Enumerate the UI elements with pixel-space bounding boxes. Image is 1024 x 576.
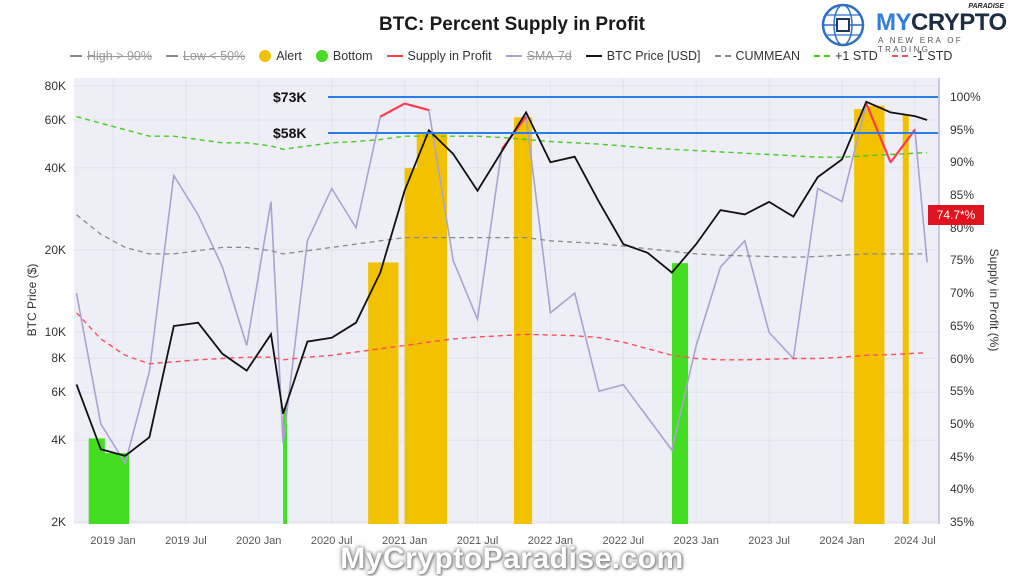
x-tick-label: 2019 Jan <box>90 535 136 547</box>
red-line-swatch-icon <box>386 55 403 57</box>
price-level-58k-label: $58K <box>273 125 307 141</box>
left-tick-label: 2K <box>51 515 66 529</box>
alert-bottom-bands <box>88 105 909 525</box>
logo-tagline: A NEW ERA OF TRADING <box>878 36 963 54</box>
current-value-badge: 74.7*% <box>928 205 984 225</box>
left-tick-label: 6K <box>51 385 66 400</box>
legend-label: SMA-7d <box>526 49 572 63</box>
green-dot-icon <box>315 50 328 62</box>
legend-label: CUMMEAN <box>735 49 801 63</box>
price-level-73k-label: $73K <box>273 89 307 105</box>
legend-item-alert[interactable]: Alert <box>259 49 302 63</box>
legend-label: -1 STD <box>912 49 953 63</box>
right-axis-label: Supply in Profit (%) <box>987 248 1001 352</box>
legend-label: Alert <box>276 49 302 63</box>
brand-logo: PARADISE MYCRYPTO A NEW ERA OF TRADING <box>818 2 1018 54</box>
gray-dash-swatch-icon <box>714 55 731 57</box>
logo-wordmark: MYCRYPTO <box>876 9 1007 37</box>
black-line-swatch-icon <box>585 55 602 57</box>
right-tick-label: 45% <box>950 449 975 464</box>
x-tick-label: 2023 Jul <box>748 535 790 547</box>
legend-label: Low < 50% <box>182 49 246 63</box>
purple-line-swatch-icon <box>505 55 522 57</box>
left-tick-label: 60K <box>44 113 66 127</box>
legend-item-plus-1-std[interactable]: +1 STD <box>814 49 878 63</box>
yellow-dot-icon <box>259 50 272 62</box>
legend-item-bottom[interactable]: Bottom <box>315 49 373 63</box>
chart-legend: High > 90% Low < 50% Alert Bottom Supply… <box>70 49 970 63</box>
globe-circuit-icon <box>821 3 865 47</box>
right-tick-label: 50% <box>950 416 975 431</box>
left-tick-label: 40K <box>44 160 66 175</box>
legend-label: +1 STD <box>835 49 878 63</box>
green-dash-swatch-icon <box>814 55 831 57</box>
right-tick-label: 70% <box>950 286 975 301</box>
legend-item-supply-in-profit[interactable]: Supply in Profit <box>386 49 492 63</box>
left-tick-label: 10K <box>44 324 66 339</box>
right-tick-label: 65% <box>950 318 975 333</box>
right-tick-label: 85% <box>950 188 975 203</box>
legend-label: Bottom <box>332 49 373 63</box>
right-tick-label: 95% <box>950 122 975 137</box>
legend-item-btc-price[interactable]: BTC Price [USD] <box>585 49 701 63</box>
legend-label: BTC Price [USD] <box>606 49 701 63</box>
legend-item-cummean[interactable]: CUMMEAN <box>714 49 801 63</box>
gridlines <box>74 78 938 524</box>
x-tick-label: 2021 Jul <box>456 535 499 547</box>
price-level-lines <box>328 96 938 134</box>
x-tick-label: 2022 Jul <box>602 535 645 547</box>
legend-item-minus-1-std[interactable]: -1 STD <box>891 49 953 63</box>
plot-background <box>74 78 938 524</box>
x-tick-label: 2020 Jul <box>310 535 353 547</box>
x-tick-label: 2024 Jul <box>894 535 936 547</box>
x-tick-label: 2023 Jan <box>673 535 719 547</box>
right-tick-label: 35% <box>950 515 975 529</box>
left-tick-label: 80K <box>44 79 66 93</box>
left-tick-label: 4K <box>51 433 66 448</box>
legend-item-high[interactable]: High > 90% <box>70 49 152 63</box>
right-tick-label: 55% <box>950 384 975 399</box>
legend-label: High > 90% <box>87 49 152 63</box>
right-tick-label: 90% <box>950 155 975 170</box>
watermark-text: MyCryptoParadise.com <box>340 542 684 575</box>
dash-dot-swatch-icon <box>70 55 82 57</box>
legend-label: Supply in Profit <box>407 49 492 63</box>
red-dash-swatch-icon <box>891 55 908 57</box>
x-tick-label: 2022 Jan <box>527 535 574 547</box>
chart-title: BTC: Percent Supply in Profit <box>378 14 646 35</box>
left-tick-label: 20K <box>44 242 66 257</box>
logo-word-my: MY <box>876 9 912 36</box>
left-tick-label: 8K <box>51 351 66 366</box>
right-tick-label: 100% <box>950 90 981 104</box>
logo-superscript: PARADISE <box>968 3 1004 10</box>
right-tick-label: 75% <box>950 253 975 268</box>
x-tick-label: 2019 Jul <box>165 535 207 547</box>
right-tick-label: 40% <box>950 482 975 497</box>
x-tick-label: 2020 Jan <box>236 535 282 547</box>
legend-item-low[interactable]: Low < 50% <box>165 49 246 63</box>
series-lines <box>75 100 928 466</box>
legend-item-sma-7d[interactable]: SMA-7d <box>505 49 572 63</box>
x-tick-label: 2021 Jan <box>381 535 428 547</box>
logo-word-crypto: CRYPTO <box>911 9 1007 36</box>
dash-dot-swatch-icon <box>165 55 178 57</box>
right-tick-label: 60% <box>950 351 975 366</box>
x-tick-label: 2024 Jan <box>819 535 865 547</box>
